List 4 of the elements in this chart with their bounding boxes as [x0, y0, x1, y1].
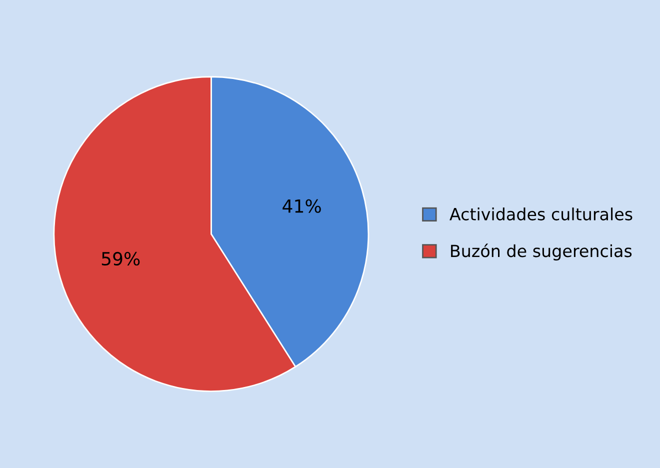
legend-label: Actividades culturales — [450, 208, 632, 220]
data-label: 59% — [102, 252, 140, 266]
legend-label: Buzón de sugerencias — [451, 244, 632, 260]
data-label: 41% — [282, 199, 321, 213]
